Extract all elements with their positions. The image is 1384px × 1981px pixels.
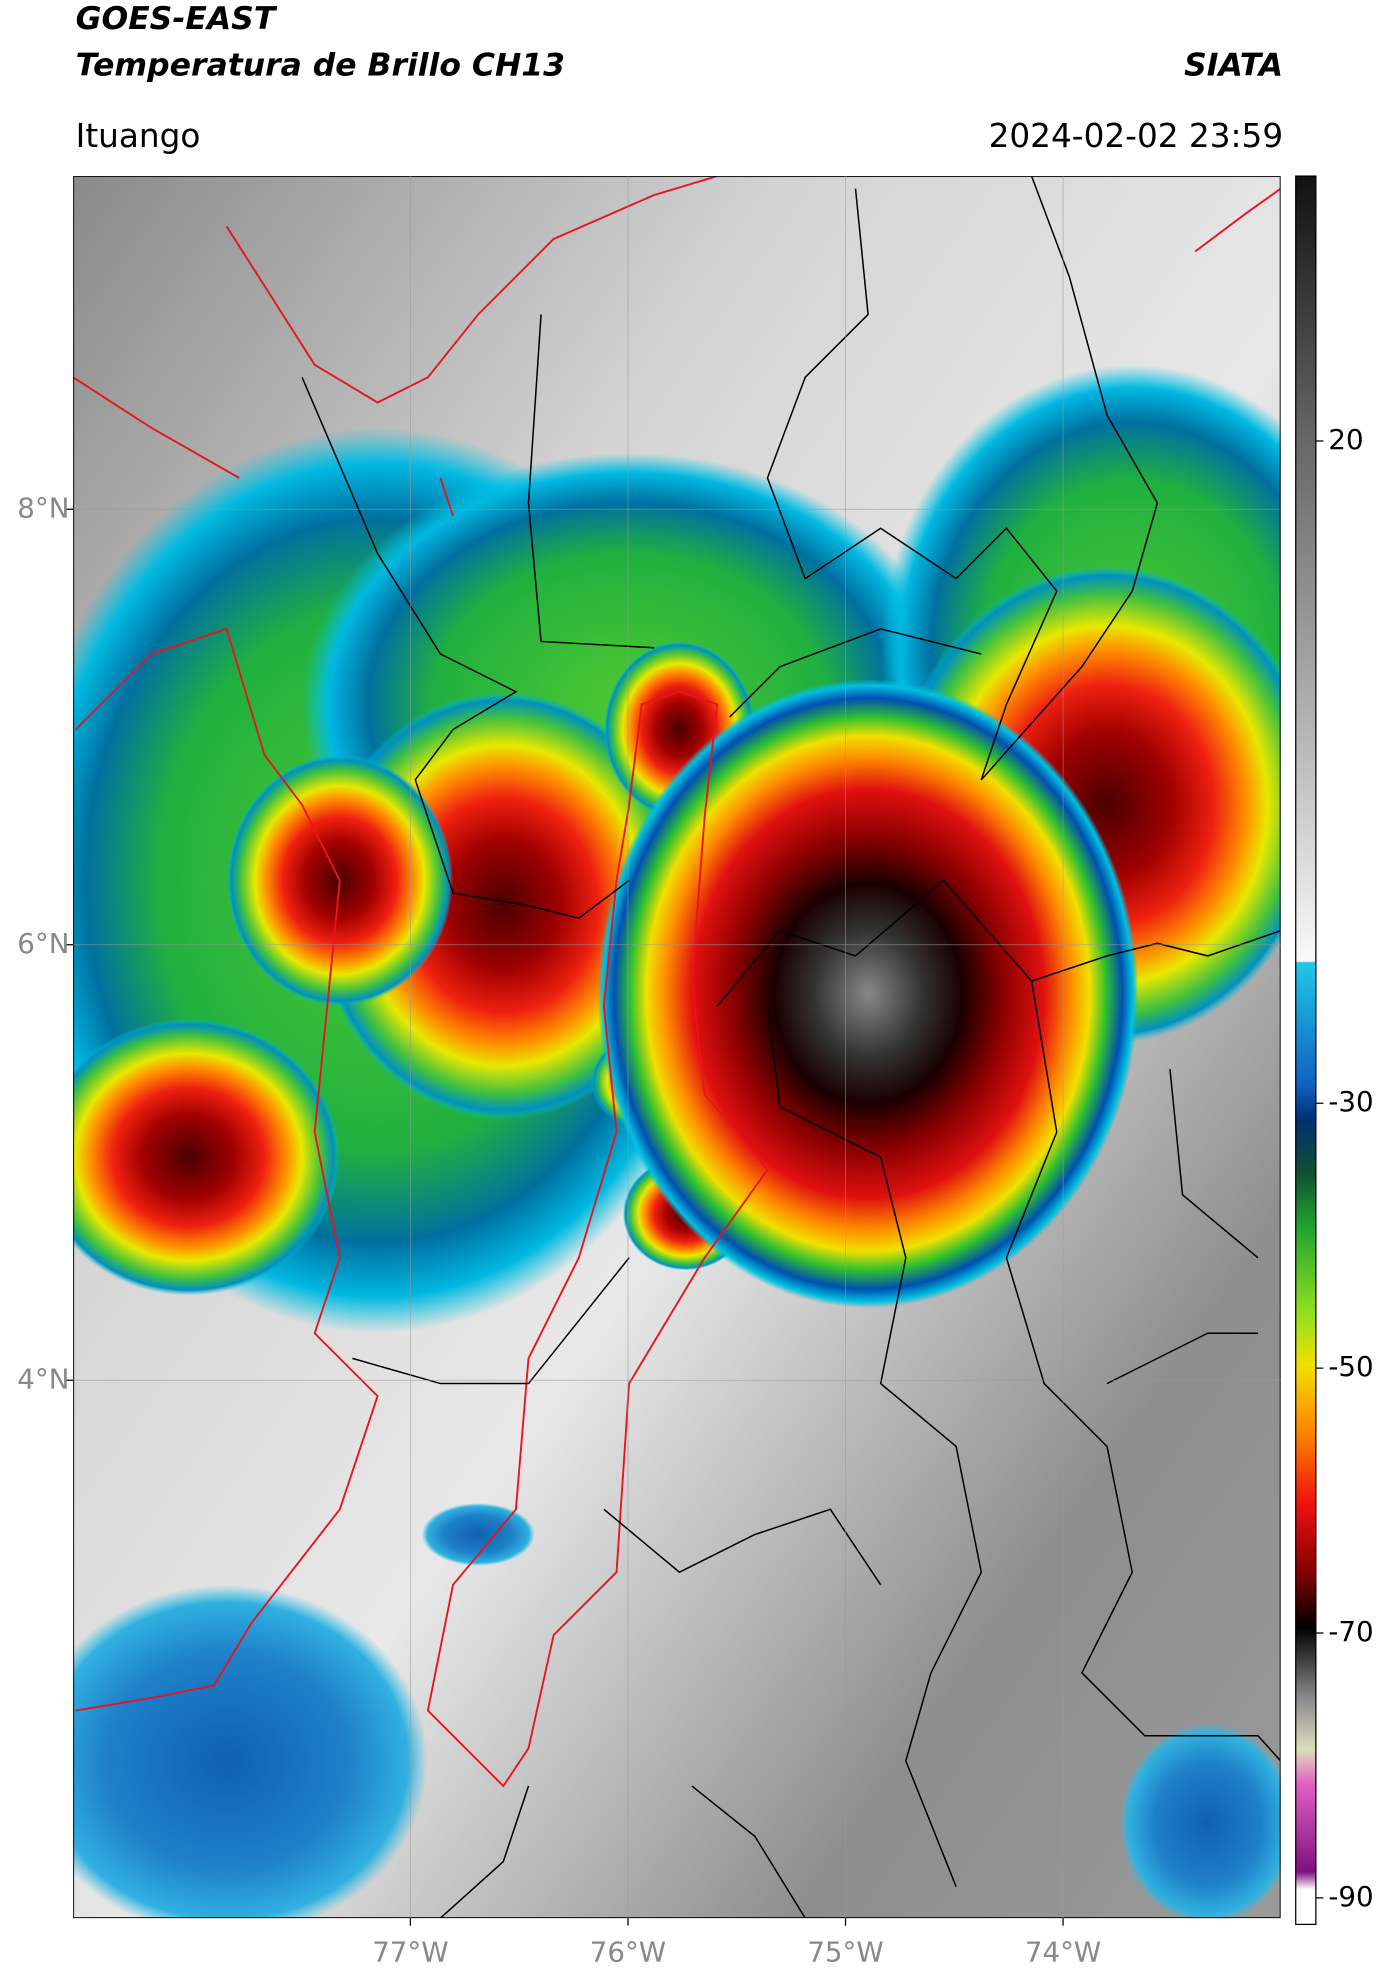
colorbar xyxy=(1295,175,1317,1926)
title: GOES-EAST xyxy=(76,1,278,37)
map xyxy=(73,176,1281,1919)
colorbar-label: -50 xyxy=(1328,1350,1373,1383)
colorbar-label: -90 xyxy=(1328,1880,1373,1913)
y-tick-label: 6°N xyxy=(17,927,69,960)
cloud xyxy=(73,1584,428,1919)
colorbar-label: 20 xyxy=(1328,423,1363,456)
boundary xyxy=(1194,187,1281,253)
x-tick-label: 77°W xyxy=(372,1935,448,1968)
subtitle: Temperatura de Brillo CH13 xyxy=(76,47,565,83)
colorbar-label: -70 xyxy=(1328,1615,1373,1648)
x-tick-label: 76°W xyxy=(590,1935,666,1968)
colorbar-label: -30 xyxy=(1328,1085,1373,1118)
x-tick-label: 75°W xyxy=(807,1935,883,1968)
boundary xyxy=(426,690,769,1788)
y-tick-label: 8°N xyxy=(17,491,69,524)
cloud xyxy=(421,1503,535,1566)
y-tick-label: 4°N xyxy=(17,1362,69,1395)
coastline xyxy=(73,376,379,1712)
boundary xyxy=(301,176,1281,1919)
cloud xyxy=(1119,1723,1281,1919)
location: Ituango xyxy=(76,117,201,155)
x-tick-label: 74°W xyxy=(1025,1935,1101,1968)
cloud xyxy=(73,1018,340,1296)
datetime: 2024-02-02 23:59 xyxy=(989,117,1284,155)
cloud xyxy=(597,679,1139,1309)
brand: SIATA xyxy=(1184,47,1283,83)
